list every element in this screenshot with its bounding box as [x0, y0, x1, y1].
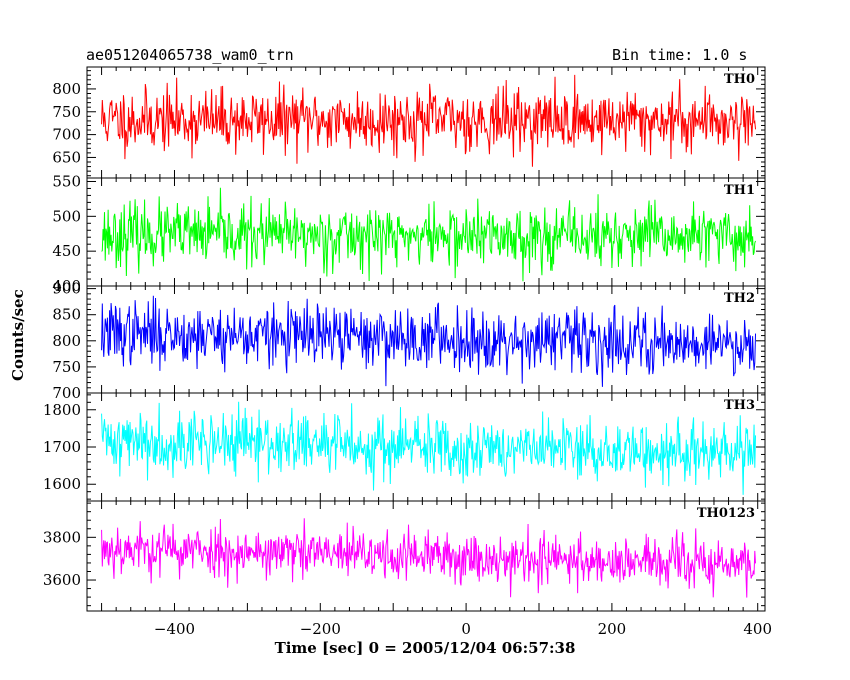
series-line-th0 [101, 74, 757, 167]
series-line-th2 [101, 295, 757, 387]
y-tick-label: 1600 [43, 475, 81, 493]
y-tick-label: 550 [52, 172, 81, 190]
x-tick-label: 0 [461, 620, 471, 638]
y-tick-label: 1800 [43, 401, 81, 419]
series-line-th0123 [101, 518, 757, 598]
x-tick-label: 400 [743, 620, 772, 638]
y-tick-label: 1700 [43, 438, 81, 456]
series-line-th3 [101, 401, 757, 495]
x-tick-label: −400 [154, 620, 195, 638]
x-tick-label: −200 [300, 620, 341, 638]
title-right: Bin time: 1.0 s [612, 46, 748, 64]
y-tick-label: 850 [52, 306, 81, 324]
series-label-th0123: TH0123 [697, 506, 755, 521]
series-label-th2: TH2 [724, 291, 755, 306]
y-tick-label: 400 [52, 277, 81, 295]
y-tick-label: 700 [52, 384, 81, 402]
y-tick-label: 800 [52, 332, 81, 350]
y-tick-label: 900 [52, 280, 81, 298]
series-label-th1: TH1 [724, 183, 755, 198]
title-left: ae051204065738_wam0_trn [86, 46, 294, 64]
y-axis-label: Counts/sec [9, 289, 27, 381]
y-tick-label: 800 [52, 80, 81, 98]
y-tick-label: 3800 [43, 528, 81, 546]
series-label-th0: TH0 [724, 72, 755, 87]
y-tick-label: 450 [52, 242, 81, 260]
panel-th1: 400 450 500 550 TH1 [52, 172, 766, 295]
panel-th2: 700 750 800 850 900 TH2 [52, 280, 766, 402]
panel-th3: 1600 1700 1800 TH3 [43, 392, 766, 502]
y-tick-label: 700 [52, 126, 81, 144]
y-tick-label: 750 [52, 358, 81, 376]
panel-frame [86, 500, 766, 612]
x-tick-label: 200 [598, 620, 627, 638]
series-line-th1 [101, 187, 756, 282]
y-tick-label: 750 [52, 103, 81, 121]
panel-th0123: 3600 3800 TH0123 −400 −200 0 200 400 [43, 500, 772, 638]
y-tick-label: 3600 [43, 571, 81, 589]
series-label-th3: TH3 [724, 398, 755, 413]
y-tick-label: 500 [52, 207, 81, 225]
panel-th0: 650 700 750 800 TH0 [52, 66, 766, 179]
y-tick-label: 650 [52, 148, 81, 166]
x-axis-label: Time [sec] 0 = 2005/12/04 06:57:38 [274, 639, 576, 657]
